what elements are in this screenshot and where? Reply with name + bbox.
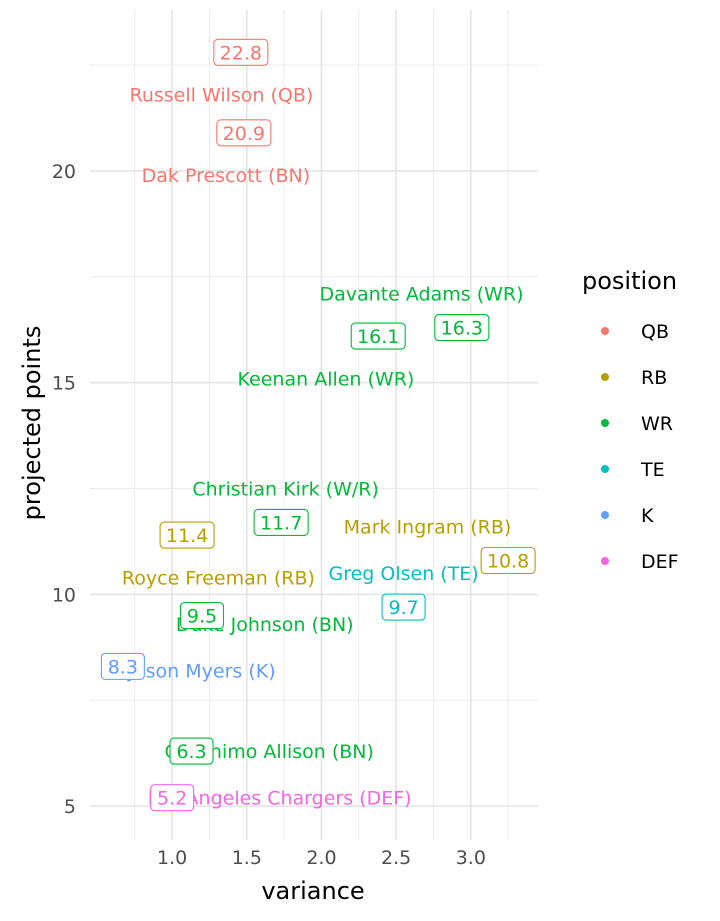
- legend-label-def: DEF: [641, 551, 679, 573]
- player-label: Greg Olsen (TE): [328, 563, 478, 585]
- player-label: Royce Freeman (RB): [122, 567, 315, 589]
- data-point: Davante Adams (WR) 16.3: [320, 284, 524, 342]
- value-label: 11.7: [260, 512, 302, 534]
- value-label-box: [213, 38, 269, 66]
- y-tick-label: 20: [52, 161, 76, 183]
- data-point: Dak Prescott (BN) 20.9: [142, 119, 311, 187]
- x-tick-label: 1.0: [157, 847, 187, 869]
- value-label-box: [100, 652, 145, 680]
- value-label: 8.3: [108, 656, 138, 678]
- y-tick-label: 10: [52, 584, 76, 606]
- player-label: Russell Wilson (QB): [129, 85, 313, 107]
- legend: position QB RB WR TE K DEF: [582, 267, 679, 573]
- value-label-box: [150, 784, 195, 812]
- data-point: Duke Johnson (BN)9.5: [176, 602, 354, 636]
- data-point: Keenan Allen (WR) 16.1: [238, 322, 415, 390]
- value-label-box: [169, 737, 214, 765]
- value-label-box: [350, 322, 406, 350]
- value-label-box: [480, 546, 536, 575]
- value-label-box: [253, 508, 309, 536]
- axis-ticks: 1.0 1.5 2.0 2.5 3.0 5 10 15 20: [52, 161, 486, 869]
- value-label-box: [159, 521, 215, 549]
- data-labels: Russell Wilson (QB) 22.8 Dak Prescott (BN)…: [100, 38, 536, 812]
- legend-label-te: TE: [640, 459, 665, 481]
- legend-key-def: [601, 557, 609, 565]
- data-point: Christian Kirk (W/R) 11.7: [192, 479, 379, 536]
- data-point: Russell Wilson (QB) 22.8: [129, 38, 313, 107]
- player-label: Los Angeles Chargers (DEF): [148, 788, 412, 810]
- x-tick-label: 1.5: [232, 847, 262, 869]
- value-label: 6.3: [176, 741, 206, 763]
- legend-label-rb: RB: [641, 367, 667, 389]
- player-label: Jason Myers (K): [127, 661, 275, 683]
- legend-key-wr: [601, 419, 609, 427]
- x-tick-label: 2.0: [306, 847, 336, 869]
- data-point: Mark Ingram (RB) 10.8: [344, 517, 536, 575]
- x-axis-title: variance: [261, 877, 364, 905]
- x-tick-label: 3.0: [456, 847, 486, 869]
- value-label: 9.5: [187, 606, 217, 628]
- y-tick-label: 15: [52, 373, 76, 395]
- player-label: Keenan Allen (WR): [238, 368, 415, 390]
- data-point: Greg Olsen (TE) 9.7: [328, 563, 479, 621]
- legend-label-qb: QB: [641, 321, 669, 343]
- value-label-box: [381, 593, 426, 621]
- value-label: 16.1: [357, 326, 399, 348]
- value-label: 20.9: [223, 123, 265, 145]
- player-label: Mark Ingram (RB): [344, 517, 512, 539]
- data-point: Los Angeles Chargers (DEF)5.2: [148, 784, 412, 812]
- grid: [90, 10, 538, 840]
- value-label: 16.3: [441, 318, 483, 340]
- data-point: Royce Freeman (RB) 11.4: [122, 521, 315, 589]
- legend-label-k: K: [641, 505, 654, 527]
- value-label-box: [216, 119, 272, 147]
- player-label: Geronimo Allison (BN): [164, 741, 373, 763]
- value-label-box: [179, 602, 225, 630]
- value-label-box: [434, 314, 490, 342]
- player-label: Christian Kirk (W/R): [192, 479, 379, 501]
- legend-title: position: [582, 267, 677, 295]
- data-point: Geronimo Allison (BN)6.3: [164, 737, 374, 765]
- legend-label-wr: WR: [641, 413, 673, 435]
- data-point: Jason Myers (K)8.3: [100, 652, 276, 683]
- y-tick-label: 5: [64, 796, 76, 818]
- legend-key-rb: [601, 373, 609, 381]
- value-label: 5.2: [157, 788, 187, 810]
- value-label: 10.8: [487, 551, 529, 573]
- x-tick-label: 2.5: [381, 847, 411, 869]
- legend-key-k: [601, 511, 609, 519]
- player-label: Dak Prescott (BN): [142, 165, 311, 187]
- legend-key-te: [601, 465, 609, 473]
- value-label: 9.7: [388, 597, 418, 619]
- value-label: 11.4: [166, 525, 208, 547]
- legend-key-qb: [601, 327, 609, 335]
- y-axis-title: projected points: [18, 326, 46, 521]
- value-label: 22.8: [220, 42, 262, 64]
- player-label: Davante Adams (WR): [320, 284, 524, 306]
